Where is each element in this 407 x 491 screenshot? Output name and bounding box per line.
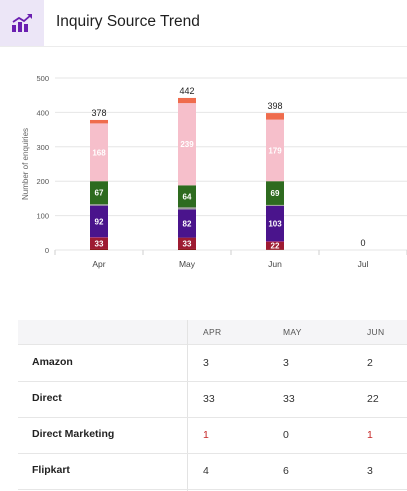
cell-may: 33: [283, 393, 295, 405]
bar-segment: [178, 237, 196, 249]
cell-may: 6: [283, 465, 289, 477]
bar-segment: [266, 204, 284, 206]
segment-value-label: 69: [271, 189, 280, 198]
bar-segment: [90, 237, 108, 249]
y-tick-label: 400: [36, 108, 49, 117]
bar-segment: [178, 207, 196, 210]
cell-apr: 33: [203, 393, 215, 405]
column-header-jun: JUN: [367, 327, 385, 337]
bar-total-label: 378: [91, 108, 106, 118]
bar-segment: [90, 237, 108, 238]
inquiry-stacked-bar-chart: 0 100 200 300 400 500 Number of enquiries 33 92 6…: [21, 74, 407, 269]
bar-segment: [178, 103, 196, 186]
cell-apr: 3: [203, 357, 209, 369]
y-tick-label: 0: [45, 246, 49, 255]
column-header-apr: APR: [203, 327, 222, 337]
table-row: Direct Marketing 1 0 1: [18, 417, 407, 454]
bar-segment: [266, 205, 284, 242]
x-tick-label: Jun: [268, 259, 282, 269]
bar-segment: [90, 123, 108, 182]
bar-segment: [90, 205, 108, 238]
row-name: Direct: [32, 392, 62, 404]
bar-total-label: 0: [360, 238, 365, 248]
row-name: Flipkart: [32, 464, 70, 476]
bar-segment: [266, 241, 284, 250]
bar-segment: [266, 241, 284, 242]
cell-apr: 4: [203, 465, 209, 477]
segment-value-label: 92: [95, 217, 104, 226]
column-header-may: MAY: [283, 327, 302, 337]
table-row: Direct 33 33 22: [18, 381, 407, 418]
bar-total-label: 442: [179, 86, 194, 96]
cell-jun: 3: [367, 465, 373, 477]
segment-value-label: 33: [183, 239, 192, 248]
cell-jun: 1: [367, 429, 373, 441]
y-tick-label: 100: [36, 212, 49, 221]
x-tick-label: May: [179, 259, 196, 269]
cell-may: 0: [283, 429, 289, 441]
bar-segment: [90, 181, 108, 205]
segment-value-label: 179: [268, 146, 282, 155]
bar-segment: [266, 249, 284, 250]
segment-value-label: 103: [268, 220, 282, 229]
row-name: Amazon: [32, 356, 73, 368]
cell-jun: 22: [367, 393, 379, 405]
segment-value-label: 168: [92, 148, 106, 157]
bar-segment: [266, 113, 284, 120]
segment-value-label: 22: [271, 242, 280, 251]
y-tick-label: 500: [36, 74, 49, 83]
table-header: APR MAY JUN: [18, 320, 407, 345]
cell-jun: 2: [367, 357, 373, 369]
bar-total-label: 398: [267, 101, 282, 111]
bar-segment: [178, 97, 196, 104]
x-tick-label: Jul: [358, 259, 369, 269]
segment-value-label: 239: [180, 140, 194, 149]
bar-segment: [90, 119, 108, 124]
row-name: Direct Marketing: [32, 428, 115, 440]
y-tick-label: 300: [36, 143, 49, 152]
segment-value-label: 82: [183, 220, 192, 229]
segment-value-label: 67: [95, 189, 104, 198]
trend-chart-icon: [0, 0, 44, 46]
cell-may: 3: [283, 357, 289, 369]
segment-value-label: 64: [183, 192, 192, 201]
y-axis-title: Number of enquiries: [21, 128, 30, 200]
y-tick-label: 200: [36, 177, 49, 186]
table-row: Flipkart 4 6 3: [18, 453, 407, 490]
x-tick-label: Apr: [92, 259, 105, 269]
segment-value-label: 33: [95, 239, 104, 248]
page-header: Inquiry Source Trend: [0, 0, 407, 47]
bar-segment: [178, 248, 196, 250]
bar-segment: [90, 248, 108, 250]
table-row: Amazon 3 3 2: [18, 345, 407, 382]
bar-segment: [90, 204, 108, 206]
bar-segment: [178, 209, 196, 238]
cell-apr: 1: [203, 429, 209, 441]
bar-segment: [178, 185, 196, 208]
bar-segment: [266, 181, 284, 205]
bar-segment: [266, 119, 284, 182]
table-column-divider: [187, 320, 188, 491]
page-title: Inquiry Source Trend: [56, 13, 200, 30]
